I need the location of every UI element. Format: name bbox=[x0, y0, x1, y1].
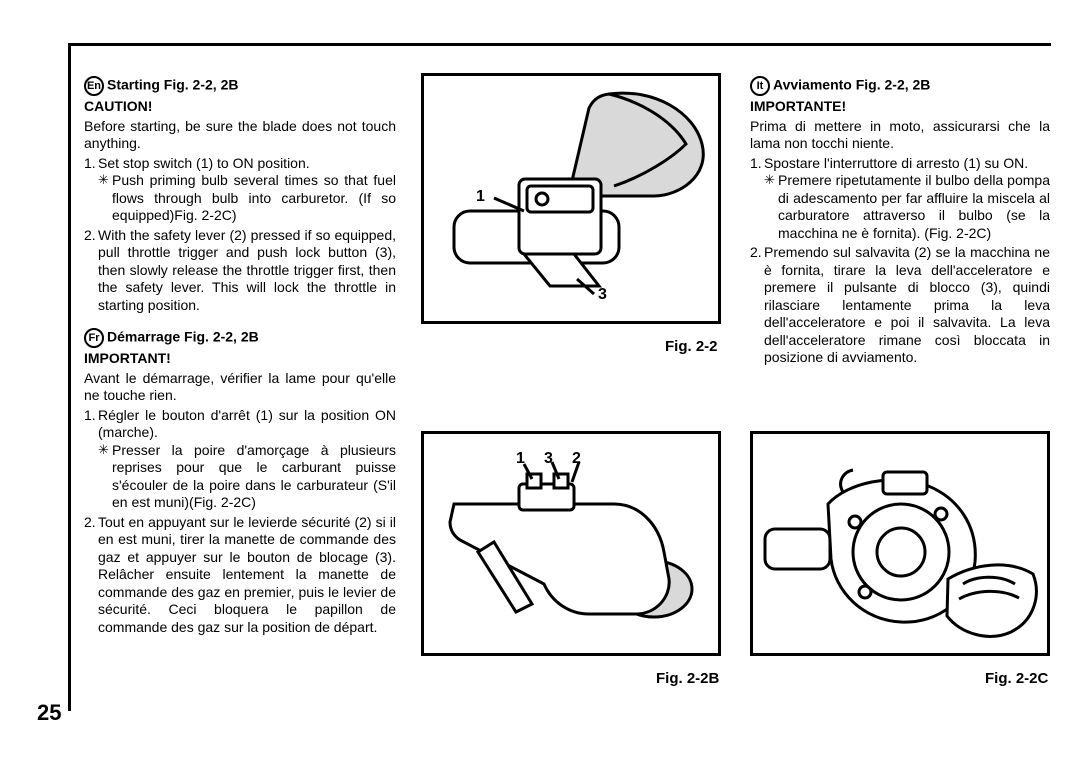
fr-item2: Tout en appuyant sur le levierde sécurit… bbox=[98, 514, 396, 635]
en-title: Starting Fig. 2-2, 2B bbox=[107, 77, 238, 93]
list-item: 1.Set stop switch (1) to ON position. Pu… bbox=[98, 155, 396, 225]
it-caution: IMPORTANTE! bbox=[750, 98, 1050, 116]
fr-caution: IMPORTANT! bbox=[84, 350, 396, 368]
figure-label-2-2b: Fig. 2-2B bbox=[656, 670, 719, 687]
list-item: 2.With the safety lever (2) pressed if s… bbox=[98, 227, 396, 315]
right-column: ItAvviamento Fig. 2-2, 2B IMPORTANTE! Pr… bbox=[750, 76, 1050, 369]
section-it: ItAvviamento Fig. 2-2, 2B IMPORTANTE! Pr… bbox=[750, 76, 1050, 367]
section-fr: FrDémarrage Fig. 2-2, 2B IMPORTANT! Avan… bbox=[84, 328, 396, 636]
en-star: Push priming bulb several times so that … bbox=[98, 172, 396, 225]
en-heading: EnStarting Fig. 2-2, 2B bbox=[84, 76, 396, 96]
figure-2-2b: 1 3 2 bbox=[421, 431, 721, 656]
it-title: Avviamento Fig. 2-2, 2B bbox=[773, 77, 930, 93]
fr-item1: Régler le bouton d'arrêt (1) sur la posi… bbox=[98, 407, 396, 441]
left-column: EnStarting Fig. 2-2, 2B CAUTION! Before … bbox=[84, 76, 396, 638]
fr-title: Démarrage Fig. 2-2, 2B bbox=[107, 329, 259, 345]
figure-label-2-2: Fig. 2-2 bbox=[665, 338, 718, 355]
lang-badge-it: It bbox=[750, 76, 770, 96]
list-item: 2.Premendo sul salvavita (2) se la macch… bbox=[764, 244, 1050, 367]
it-item2: Premendo sul salvavita (2) se la macchin… bbox=[764, 244, 1050, 365]
figure-2-2c bbox=[750, 431, 1050, 656]
it-item1: Spostare l'interruttore di arresto (1) s… bbox=[764, 155, 1028, 171]
fr-star: Presser la poire d'amorçage à plusieurs … bbox=[98, 442, 396, 512]
it-intro: Prima di mettere in moto, assicurarsi ch… bbox=[750, 118, 1050, 153]
priming-bulb-icon bbox=[753, 434, 1053, 659]
list-item: 2.Tout en appuyant sur le levierde sécur… bbox=[98, 514, 396, 637]
manual-page: EnStarting Fig. 2-2, 2B CAUTION! Before … bbox=[0, 0, 1080, 758]
list-item: 1.Spostare l'interruttore di arresto (1)… bbox=[764, 155, 1050, 243]
figure-callout: 2 bbox=[572, 450, 581, 468]
lang-badge-fr: Fr bbox=[84, 328, 104, 348]
en-star1: Push priming bulb several times so that … bbox=[112, 172, 396, 225]
figure-callout: 3 bbox=[598, 286, 607, 304]
section-en: EnStarting Fig. 2-2, 2B CAUTION! Before … bbox=[84, 76, 396, 314]
page-rule-left bbox=[68, 43, 71, 711]
figure-callout: 1 bbox=[516, 450, 525, 468]
fr-heading: FrDémarrage Fig. 2-2, 2B bbox=[84, 328, 396, 348]
it-heading: ItAvviamento Fig. 2-2, 2B bbox=[750, 76, 1050, 96]
lang-badge-en: En bbox=[84, 76, 104, 96]
list-item: 1.Régler le bouton d'arrêt (1) sur la po… bbox=[98, 407, 396, 512]
fr-intro: Avant le démarrage, vérifier la lame pou… bbox=[84, 370, 396, 405]
fr-star1: Presser la poire d'amorçage à plusieurs … bbox=[112, 442, 396, 512]
figure-callout: 1 bbox=[476, 188, 485, 206]
figure-callout: 3 bbox=[544, 450, 553, 468]
en-item2: With the safety lever (2) pressed if so … bbox=[98, 227, 396, 313]
fr-list: 1.Régler le bouton d'arrêt (1) sur la po… bbox=[84, 407, 396, 637]
figure-label-2-2c: Fig. 2-2C bbox=[985, 670, 1048, 687]
it-list: 1.Spostare l'interruttore di arresto (1)… bbox=[750, 155, 1050, 367]
en-intro: Before starting, be sure the blade does … bbox=[84, 118, 396, 153]
it-star: Premere ripetutamente il bulbo della pom… bbox=[764, 172, 1050, 242]
trigger-handle-icon bbox=[424, 76, 724, 327]
en-caution: CAUTION! bbox=[84, 98, 396, 116]
en-list: 1.Set stop switch (1) to ON position. Pu… bbox=[84, 155, 396, 315]
figure-2-2: 1 3 bbox=[421, 73, 721, 324]
en-item1: Set stop switch (1) to ON position. bbox=[98, 155, 310, 171]
page-number: 25 bbox=[37, 700, 61, 726]
it-star1: Premere ripetutamente il bulbo della pom… bbox=[778, 172, 1050, 242]
